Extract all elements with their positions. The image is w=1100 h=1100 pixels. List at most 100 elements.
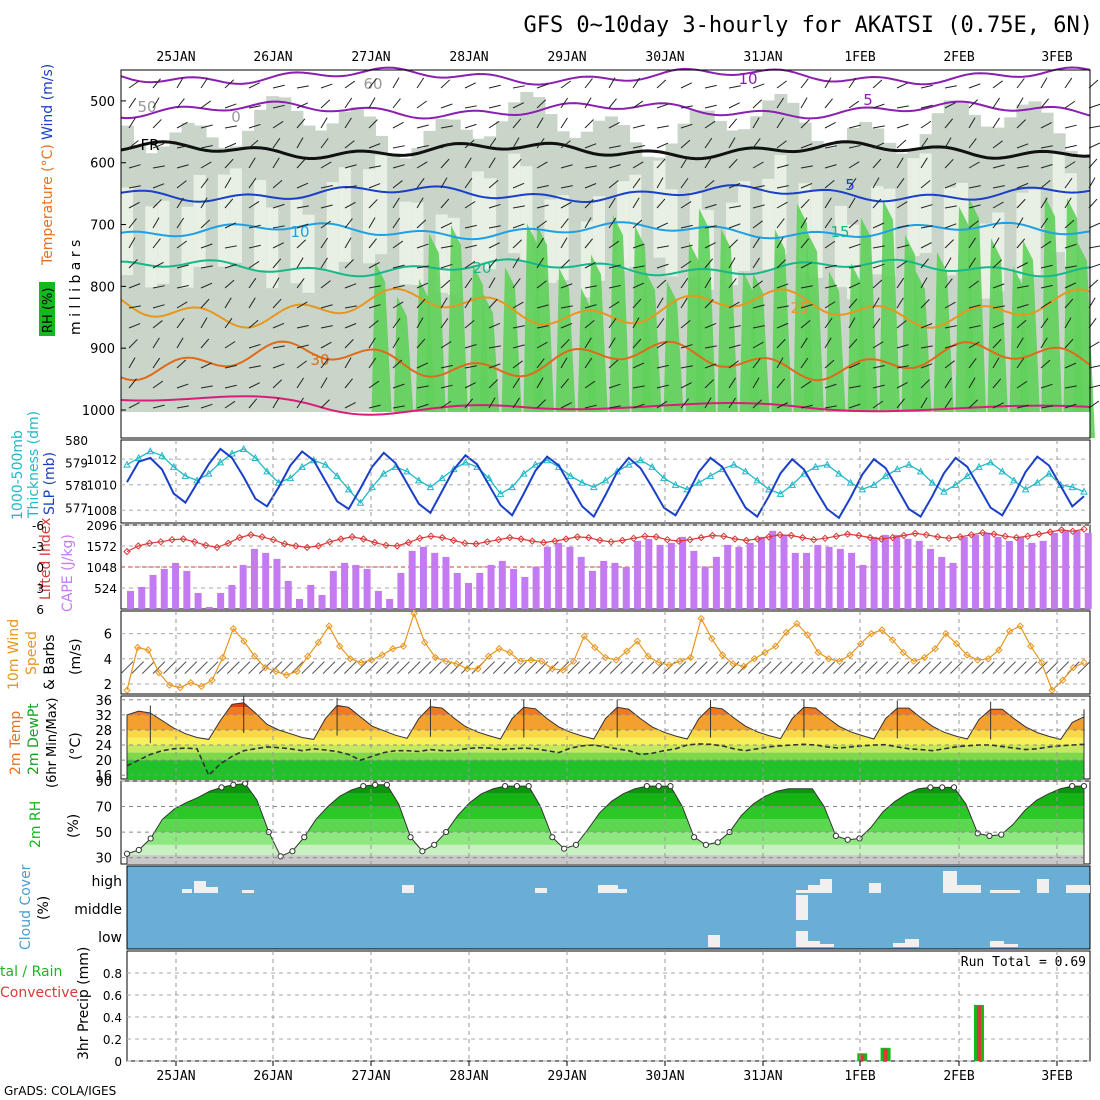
- wind-barb: [800, 78, 809, 89]
- wind10-barb: [769, 661, 782, 674]
- cape-bar: [645, 538, 653, 609]
- rh-band-high: [695, 208, 717, 438]
- rh-band-light: [1052, 152, 1066, 253]
- wind-barb: [944, 102, 956, 109]
- wind-barb: [248, 82, 260, 89]
- wind10-barb: [333, 661, 347, 674]
- thickness-point: [881, 471, 890, 479]
- wind-barb: [632, 243, 645, 249]
- cloud-high-block: [617, 889, 627, 893]
- wind-barb: [176, 318, 185, 329]
- wind-barb: [704, 120, 716, 129]
- cape-bar: [127, 590, 134, 609]
- lifted-point: [765, 533, 773, 541]
- wind10-point: [856, 639, 865, 648]
- cloud-high-block: [598, 885, 618, 893]
- wind-barb: [1064, 124, 1077, 129]
- wind10-barb: [418, 661, 432, 674]
- rh-band-light: [943, 187, 957, 276]
- wind10-point: [569, 657, 578, 666]
- wind-barb: [680, 244, 693, 249]
- cape-bar: [667, 542, 675, 609]
- wind-barb: [344, 323, 357, 329]
- upper-ytick: 700: [90, 219, 115, 234]
- wind-barb: [608, 301, 620, 309]
- wind10-barb: [599, 661, 612, 674]
- wind-barb: [656, 279, 667, 289]
- wind-barb: [848, 403, 861, 409]
- thickness-point: [496, 489, 505, 497]
- isotherm-10: [120, 221, 1091, 241]
- rh-ytick: 50: [95, 826, 112, 841]
- rh-point: [950, 784, 958, 791]
- wind10-barb: [907, 661, 921, 674]
- wind-barb: [872, 103, 885, 109]
- thickness-point: [624, 460, 633, 468]
- contour-label: 25: [790, 299, 809, 317]
- wind-barb: [920, 157, 928, 169]
- wind-barb: [752, 325, 765, 329]
- rh-band: [127, 855, 1084, 864]
- wind-barb: [632, 265, 645, 269]
- cloud-low-block: [708, 935, 720, 947]
- wind-barb: [944, 158, 954, 169]
- lifted-point: [506, 533, 514, 542]
- lifted-point: [821, 534, 829, 543]
- cape-bar: [712, 556, 720, 609]
- wind-barb: [632, 403, 645, 409]
- thickness-point: [438, 474, 446, 482]
- cloud-high-block: [1037, 879, 1049, 893]
- wind10-barb: [854, 661, 868, 674]
- rh-band-mid: [254, 109, 268, 438]
- wind-barb: [776, 357, 784, 369]
- wind-barb: [296, 239, 307, 249]
- wind10-point: [1016, 622, 1024, 630]
- wind-barb: [272, 397, 280, 409]
- lifted-point: [652, 533, 660, 541]
- wind-barb: [200, 385, 213, 389]
- wind-barb: [752, 185, 765, 189]
- lifted-point: [179, 535, 188, 543]
- wind-barb: [224, 297, 232, 309]
- wind-ytick: 6: [104, 628, 112, 643]
- wind-barb: [512, 278, 521, 289]
- wind-barb: [176, 285, 189, 289]
- wind-barb: [176, 301, 188, 309]
- wind-barb: [176, 217, 185, 229]
- wind-barb: [560, 259, 570, 269]
- wind10-barb: [131, 661, 144, 674]
- lifted-point: [202, 541, 210, 550]
- thickness-point: [788, 480, 797, 488]
- wind-barb: [752, 280, 763, 289]
- cape-ytick: 2096: [86, 519, 117, 533]
- wind-label-c: & Barbs: [42, 635, 58, 691]
- thickness-point: [916, 467, 925, 475]
- wind-barb: [848, 265, 861, 269]
- wind-barb: [416, 385, 429, 389]
- wind10-barb: [290, 661, 304, 674]
- wind10-point: [176, 684, 184, 692]
- lifted-point: [742, 536, 750, 545]
- wind-barb: [1064, 77, 1073, 89]
- lifted-point: [224, 539, 233, 547]
- wind-barb: [176, 240, 188, 249]
- wind-barb: [320, 280, 331, 289]
- wind-barb: [344, 218, 353, 229]
- date-label-top: 28JAN: [449, 50, 488, 65]
- cloud-label-b: (%): [36, 896, 52, 920]
- wind-barb: [344, 402, 356, 409]
- lifted-point: [753, 535, 762, 543]
- precip-ytick: 0.8: [103, 967, 122, 981]
- wind-barb: [128, 164, 141, 169]
- rh-band-light: [592, 196, 606, 281]
- wind-barb: [584, 183, 597, 189]
- wind-barb: [416, 219, 427, 229]
- wind-barb: [368, 78, 377, 89]
- wind-barb: [464, 365, 477, 369]
- wind10-barb: [184, 661, 198, 674]
- wind10-barb: [1056, 661, 1070, 674]
- wind-barb: [128, 117, 136, 129]
- wind-barb: [584, 404, 597, 409]
- isotherm-FR: [120, 140, 1091, 161]
- wind-barb: [872, 245, 885, 249]
